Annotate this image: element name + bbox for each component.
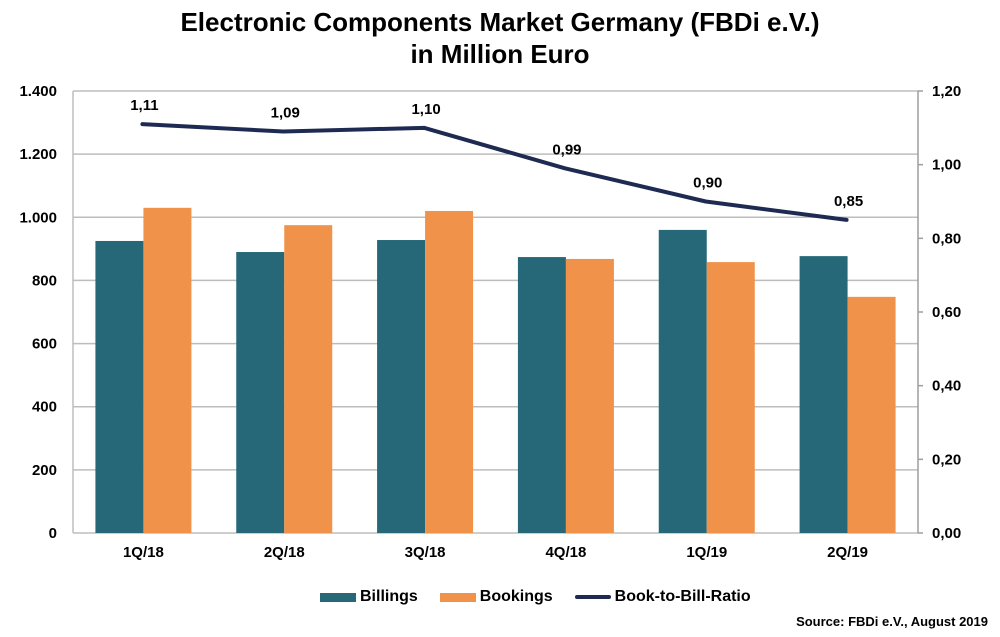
- gridlines: [73, 90, 918, 534]
- ratio-data-label: 0,85: [834, 193, 863, 210]
- bar-billings: [799, 256, 848, 533]
- ratio-data-label: 1,09: [271, 105, 300, 122]
- bar-bookings: [706, 262, 755, 533]
- source-note: Source: FBDi e.V., August 2019: [796, 614, 988, 629]
- x-tick-label: 4Q/18: [545, 544, 586, 561]
- bar-bookings: [425, 210, 474, 533]
- legend-swatch-bookings: [439, 592, 476, 602]
- x-tick-label: 1Q/19: [686, 544, 727, 561]
- tick-labels: 0 200 400 600 800 1.000 1.200 1.400 0,00 0,20 0,40…: [19, 83, 961, 561]
- legend-label-bookings: Bookings: [479, 588, 553, 605]
- chart-subtitle: in Million Euro: [410, 39, 590, 69]
- y-left-tick-label: 400: [32, 399, 57, 416]
- chart-title-line1: Electronic Components Market Germany (FB…: [180, 7, 820, 37]
- y-right-tick-label: 0,60: [932, 304, 961, 321]
- ratio-data-label: 0,99: [552, 141, 581, 158]
- bars: [95, 207, 896, 534]
- legend-item-ratio[interactable]: Book-to-Bill-Ratio: [574, 588, 751, 606]
- chart-title: Electronic Components Market Germany (FB…: [0, 6, 1000, 70]
- ratio-data-label: 1,10: [411, 101, 440, 118]
- x-tick-label: 2Q/18: [264, 544, 305, 561]
- legend-item-bookings[interactable]: Bookings: [439, 588, 553, 606]
- y-right-tick-label: 0,40: [932, 378, 961, 395]
- ratio-line: [140, 122, 849, 222]
- x-tick-label: 1Q/18: [123, 544, 164, 561]
- y-left-tick-label: 1.000: [19, 209, 57, 226]
- legend-item-billings[interactable]: Billings: [320, 588, 418, 606]
- bar-bookings: [847, 296, 896, 533]
- ratio-data-label: 1,11: [130, 97, 158, 114]
- bar-billings: [236, 252, 285, 533]
- y-left-tick-label: 200: [32, 462, 57, 479]
- bar-billings: [377, 240, 426, 533]
- y-left-tick-label: 800: [32, 272, 57, 289]
- y-left-tick-label: 0: [49, 525, 57, 542]
- y-left-tick-label: 1.200: [19, 146, 57, 163]
- bar-bookings: [284, 225, 333, 533]
- bar-bookings: [143, 207, 192, 534]
- legend-label-ratio: Book-to-Bill-Ratio: [614, 588, 751, 605]
- x-tick-label: 3Q/18: [405, 544, 446, 561]
- bar-billings: [517, 257, 566, 533]
- y-right-tick-label: 1,20: [932, 83, 961, 100]
- y-left-tick-label: 1.400: [19, 83, 57, 100]
- legend-swatch-billings: [320, 592, 356, 602]
- y-right-tick-label: 0,00: [932, 525, 961, 542]
- legend-swatch-ratio: [574, 595, 611, 599]
- bar-billings: [658, 229, 707, 533]
- bar-billings: [95, 240, 144, 533]
- y-right-tick-label: 0,80: [932, 230, 961, 247]
- legend-label-billings: Billings: [360, 588, 418, 605]
- y-right-tick-label: 0,20: [932, 451, 961, 468]
- ratio-data-label: 0,90: [693, 175, 722, 192]
- legend: Billings Bookings Book-to-Bill-Ratio: [320, 588, 773, 606]
- x-tick-label: 2Q/19: [827, 544, 868, 561]
- y-left-tick-label: 600: [32, 336, 57, 353]
- axes: [72, 90, 923, 534]
- ratio-line-group: 1,11 1,09 1,10 0,99 0,90 0,85: [130, 97, 863, 222]
- y-right-tick-label: 1,00: [932, 157, 961, 174]
- bar-bookings: [565, 258, 614, 533]
